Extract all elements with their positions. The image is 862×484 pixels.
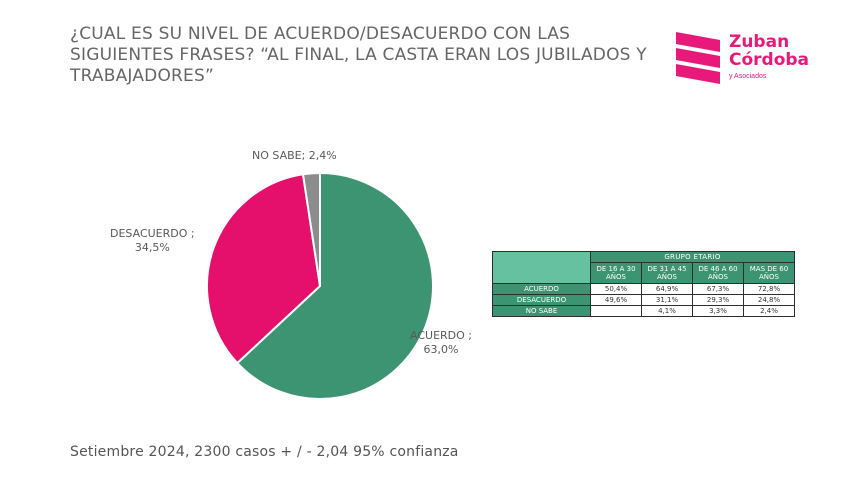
logo-text-line-2: Córdoba — [729, 50, 810, 70]
table-cell — [590, 305, 642, 317]
title-line-2: SIGUIENTES FRASES? “AL FINAL, LA CASTA E… — [70, 45, 647, 65]
chart-title: ¿CUAL ES SU NIVEL DE ACUERDO/DESACUERDO … — [70, 24, 670, 87]
table-group-header: GRUPO ETARIO — [590, 251, 795, 263]
title-line-1: ¿CUAL ES SU NIVEL DE ACUERDO/DESACUERDO … — [70, 24, 571, 44]
table-row-label: ACUERDO — [492, 283, 591, 295]
table-cell: 49,6% — [590, 294, 642, 306]
slice-label-desacuerdo-name: DESACUERDO ; — [110, 227, 195, 240]
pie-slice-no-sabe — [301, 171, 321, 287]
table-cell: 31,1% — [641, 294, 693, 306]
table-cell: 4,1% — [641, 305, 693, 317]
table-corner-cell — [492, 251, 591, 284]
logo-text-line-3: y Asociados — [729, 73, 767, 80]
slice-label-no-sabe: NO SABE; 2,4% — [252, 149, 337, 163]
slice-label-desacuerdo-value: 34,5% — [134, 241, 170, 254]
footer-note: Setiembre 2024, 2300 casos + / - 2,04 95… — [70, 444, 459, 460]
table-cell: 2,4% — [743, 305, 795, 317]
slice-label-acuerdo-name: ACUERDO ; — [410, 329, 472, 342]
logo-mark-icon — [676, 32, 720, 84]
table-row-label: DESACUERDO — [492, 294, 591, 306]
table-cell: 72,8% — [743, 283, 795, 295]
slice-label-desacuerdo: DESACUERDO ; 34,5% — [110, 227, 195, 255]
table-column-header: DE 16 A 30 AÑOS — [590, 262, 642, 284]
title-line-3: TRABAJADORES” — [70, 66, 214, 86]
table-row-label: NO SABE — [492, 305, 591, 317]
table-cell: 3,3% — [692, 305, 744, 317]
company-logo: Zuban Córdoba y Asociados — [672, 30, 812, 86]
table-row: NO SABE 4,1% 3,3% 2,4% — [492, 305, 795, 317]
table-row: ACUERDO 50,4% 64,9% 67,3% 72,8% — [492, 283, 795, 295]
table-cell: 64,9% — [641, 283, 693, 295]
table-column-header: DE 31 A 45 AÑOS — [641, 262, 693, 284]
pie-slice-desacuerdo — [206, 173, 322, 365]
table-row: DESACUERDO 49,6% 31,1% 29,3% 24,8% — [492, 294, 795, 306]
table-cell: 50,4% — [590, 283, 642, 295]
table-cell: 67,3% — [692, 283, 744, 295]
table-cell: 29,3% — [692, 294, 744, 306]
logo-text-line-1: Zuban — [729, 32, 790, 52]
slice-label-acuerdo-value: 63,0% — [423, 343, 459, 356]
pie-slice-acuerdo — [235, 171, 434, 400]
slice-label-acuerdo: ACUERDO ; 63,0% — [410, 329, 472, 357]
table-cell: 24,8% — [743, 294, 795, 306]
age-group-table: GRUPO ETARIO DE 16 A 30 AÑOS DE 31 A 45 AÑ… — [492, 251, 795, 317]
table-column-header: DE 46 A 60 AÑOS — [692, 262, 744, 284]
slice-label-no-sabe-name: NO SABE; 2,4% — [252, 149, 337, 162]
table-column-header: MAS DE 60 AÑOS — [743, 262, 795, 284]
